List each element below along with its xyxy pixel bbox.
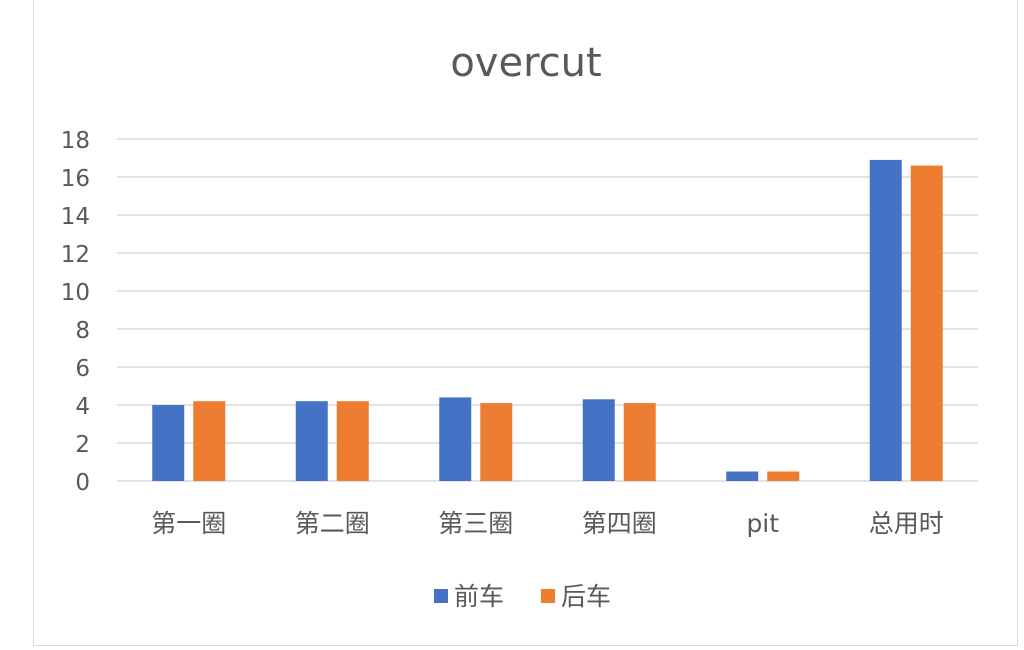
bar-rear-car bbox=[336, 401, 369, 481]
bar-front-car bbox=[869, 159, 902, 481]
y-tick-label: 8 bbox=[75, 318, 90, 344]
legend: 前车 后车 bbox=[434, 582, 611, 611]
x-category-label: 第三圈 bbox=[438, 509, 513, 538]
bar-rear-car bbox=[193, 401, 226, 481]
x-category-label: pit bbox=[746, 509, 779, 538]
bar-rear-car bbox=[623, 403, 656, 481]
gridlines bbox=[117, 138, 978, 482]
legend-swatch bbox=[541, 589, 555, 603]
bar-front-car bbox=[582, 399, 615, 481]
y-tick-label: 14 bbox=[61, 204, 90, 230]
y-tick-label: 4 bbox=[75, 394, 90, 420]
bars bbox=[152, 159, 943, 481]
x-category-label: 总用时 bbox=[869, 509, 944, 538]
y-tick-label: 10 bbox=[61, 280, 90, 306]
x-axis-categories: 第一圈 第二圈 第三圈 第四圈 pit 总用时 bbox=[151, 509, 944, 538]
y-tick-label: 2 bbox=[75, 432, 90, 458]
bar-front-car bbox=[439, 397, 472, 481]
y-tick-label: 16 bbox=[61, 166, 90, 192]
legend-label: 前车 bbox=[454, 582, 504, 611]
x-category-label: 第四圈 bbox=[582, 509, 657, 538]
y-tick-label: 0 bbox=[75, 470, 90, 496]
x-category-label: 第二圈 bbox=[295, 509, 370, 538]
bar-front-car bbox=[295, 401, 328, 481]
chart-title: overcut bbox=[450, 40, 601, 86]
bar-rear-car bbox=[480, 403, 513, 481]
bar-front-car bbox=[726, 471, 759, 481]
chart-frame bbox=[33, 0, 1018, 646]
legend-swatch bbox=[434, 589, 448, 603]
legend-label: 后车 bbox=[561, 582, 611, 611]
bar-front-car bbox=[152, 405, 185, 481]
bar-rear-car bbox=[767, 471, 800, 481]
x-category-label: 第一圈 bbox=[151, 509, 226, 538]
y-tick-label: 12 bbox=[61, 242, 90, 268]
y-axis-ticks: 0 2 4 6 8 10 12 14 16 18 bbox=[61, 128, 90, 496]
y-tick-label: 18 bbox=[61, 128, 90, 154]
y-tick-label: 6 bbox=[75, 356, 90, 382]
bar-rear-car bbox=[910, 165, 943, 481]
